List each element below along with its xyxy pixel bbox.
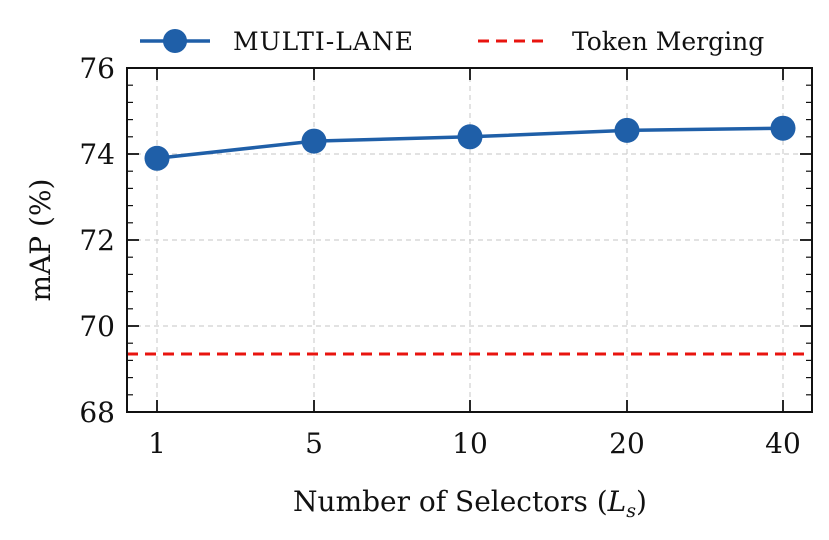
legend-label-series: MULTI-LANE: [233, 27, 414, 56]
grid-layer: [127, 68, 812, 412]
y-axis-label: mAP (%): [24, 179, 57, 302]
x-tick-label: 40: [765, 427, 801, 460]
x-axis-label-text: Number of Selectors (: [293, 485, 608, 518]
tick-layer: [127, 67, 812, 413]
x-tick-labels: 1 5 10 20 40: [148, 427, 801, 460]
legend: MULTI-LANE Token Merging: [140, 27, 764, 56]
y-tick-label: 74: [79, 138, 115, 171]
x-axis-label: Number of Selectors (Ls): [293, 485, 647, 522]
x-tick-label: 1: [148, 427, 166, 460]
y-tick-label: 76: [79, 52, 115, 85]
legend-marker-series-dot: [163, 29, 187, 53]
x-tick-label: 5: [305, 427, 323, 460]
y-tick-label: 70: [79, 310, 115, 343]
series-layer: [144, 115, 796, 171]
data-point: [457, 124, 483, 150]
y-tick-label: 68: [79, 396, 115, 429]
x-axis-label-variable: L: [607, 485, 627, 518]
data-point: [301, 128, 327, 154]
x-tick-label: 20: [609, 427, 645, 460]
data-point: [144, 145, 170, 171]
y-tick-labels: 68 70 72 74 76: [79, 52, 115, 429]
y-tick-label: 72: [79, 224, 115, 257]
x-axis-label-close: ): [636, 485, 647, 518]
legend-label-reference: Token Merging: [572, 27, 764, 56]
data-point: [614, 117, 640, 143]
data-point: [770, 115, 796, 141]
x-tick-label: 10: [452, 427, 488, 460]
x-axis-label-subscript: s: [626, 500, 636, 522]
